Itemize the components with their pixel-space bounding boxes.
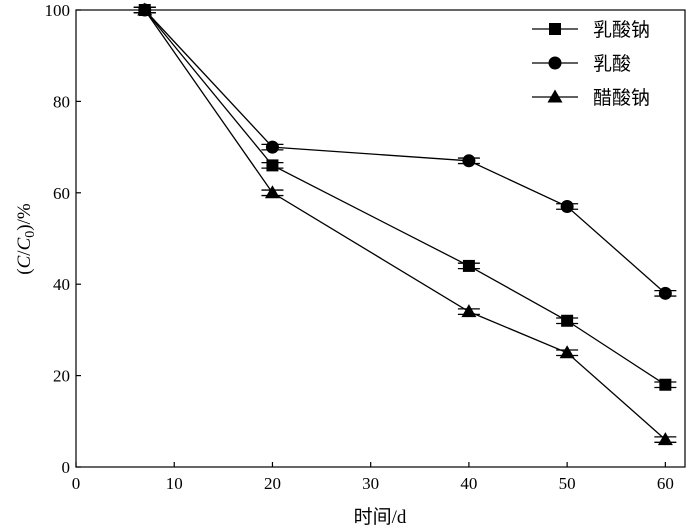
legend-item-circle: 乳酸 xyxy=(532,53,631,75)
x-tick-label-2: 20 xyxy=(264,474,281,493)
x-tick-label-6: 60 xyxy=(657,474,674,493)
series-line-circle xyxy=(144,9,666,294)
series-line-square xyxy=(144,9,666,386)
legend-marker-square xyxy=(549,23,561,35)
y-tick-label-2: 40 xyxy=(53,275,70,294)
series-circle xyxy=(133,3,677,300)
y-tick-label-5: 100 xyxy=(45,1,71,20)
point-triangle-1 xyxy=(264,185,280,199)
y-title-open: ( xyxy=(14,268,35,274)
y-tick-label-0: 0 xyxy=(62,458,71,477)
point-square-3 xyxy=(561,314,574,327)
legend-label-circle: 乳酸 xyxy=(593,53,631,75)
point-triangle-0 xyxy=(137,2,153,16)
legend-label-triangle: 醋酸钠 xyxy=(593,87,650,109)
point-triangle-3 xyxy=(559,345,575,359)
axis-ticks: 0 10 20 30 40 50 60 0 20 40 60 80 100 xyxy=(45,1,674,493)
point-circle-2 xyxy=(462,154,476,168)
point-square-1 xyxy=(266,159,279,172)
legend-item-square: 乳酸钠 xyxy=(532,19,650,41)
x-tick-label-1: 10 xyxy=(166,474,183,493)
legend-item-triangle: 醋酸钠 xyxy=(532,87,650,109)
point-circle-3 xyxy=(560,200,574,214)
x-tick-label-5: 50 xyxy=(559,474,576,493)
point-circle-1 xyxy=(265,140,279,154)
x-tick-label-4: 40 xyxy=(460,474,477,493)
y-title-c: C xyxy=(14,255,35,268)
series-layer xyxy=(133,2,677,446)
series-triangle xyxy=(133,2,677,446)
y-title-close: )/% xyxy=(14,203,35,231)
legend-marker-circle xyxy=(548,56,562,70)
plot-frame xyxy=(75,9,686,468)
point-square-4 xyxy=(659,378,672,391)
point-triangle-2 xyxy=(461,304,477,318)
y-tick-label-3: 60 xyxy=(53,184,70,203)
x-tick-label-0: 0 xyxy=(72,474,81,493)
x-axis-title: 时间/d xyxy=(354,506,407,528)
legend-label-square: 乳酸钠 xyxy=(593,19,650,41)
y-tick-label-4: 80 xyxy=(53,92,70,111)
y-title-c0: C xyxy=(14,237,35,250)
x-tick-label-3: 30 xyxy=(362,474,379,493)
point-circle-4 xyxy=(658,286,672,300)
point-triangle-4 xyxy=(657,432,673,446)
legend-marker-triangle xyxy=(547,89,563,103)
y-title-subscript: 0 xyxy=(23,231,38,238)
y-tick-label-1: 20 xyxy=(53,367,70,386)
y-title-slash: / xyxy=(14,250,35,256)
y-axis-title: (C/C0)/% xyxy=(14,203,38,275)
point-square-2 xyxy=(462,259,475,272)
